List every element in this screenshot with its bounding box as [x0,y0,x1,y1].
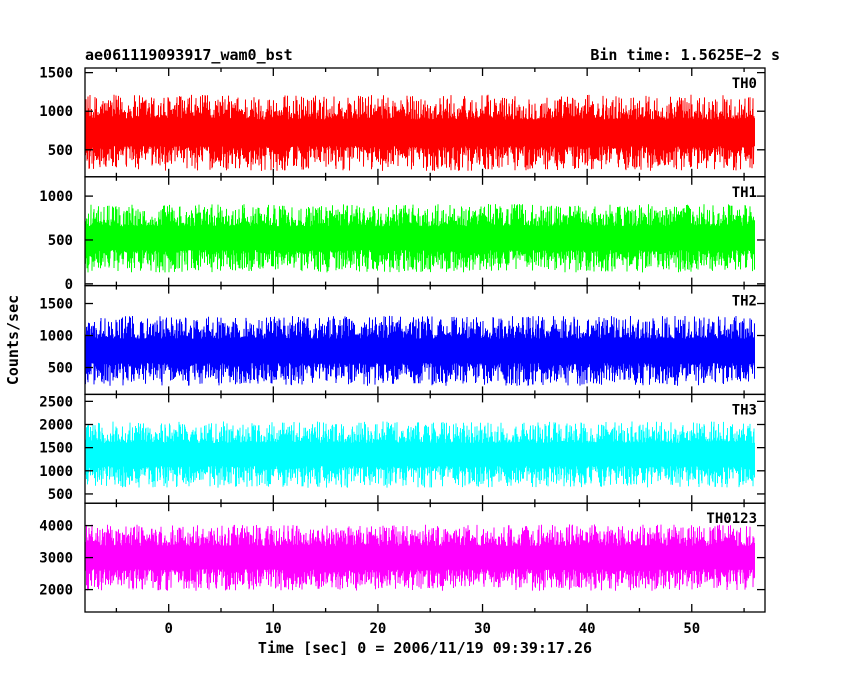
x-tick-label: 0 [164,621,172,637]
panel-label: TH0123 [706,511,757,527]
y-tick-label: 500 [48,233,73,249]
y-tick-label: 1000 [39,329,73,345]
bin-time-label: Bin time: 1.5625E−2 s [590,46,780,64]
series-line-th2 [85,315,755,386]
panel-label: TH0 [732,76,757,92]
y-tick-label: 1500 [39,66,73,82]
panel-th1: 0 500 1000 TH1 [39,176,766,293]
y-tick-label: 1500 [39,297,73,313]
panel-th3: 500 1000 1500 2000 2500 TH3 [39,393,766,504]
y-tick-label: 0 [65,277,73,293]
x-tick-label: 30 [474,621,491,637]
x-tick-label: 40 [579,621,596,637]
y-tick-label: 3000 [39,551,73,567]
series-line-th3 [85,421,755,488]
y-tick-label: 1000 [39,104,73,120]
y-axis-label: Counts/sec [4,295,22,385]
series-line-th0 [85,94,755,171]
series-line-th0123 [85,524,755,591]
chart-title: ae061119093917_wam0_bst [85,46,293,64]
y-tick-label: 2000 [39,417,73,433]
y-tick-label: 2000 [39,583,73,599]
panel-th2: 500 1000 1500 TH2 [39,284,766,396]
x-tick-label: 10 [265,621,282,637]
y-tick-label: 500 [48,487,73,503]
panel-th0123: 2000 3000 4000 TH0123 [39,502,766,613]
panel-label: TH2 [732,294,757,310]
y-tick-label: 2500 [39,394,73,410]
y-tick-label: 4000 [39,519,73,535]
series-line-th1 [85,203,755,273]
y-tick-label: 1500 [39,441,73,457]
x-tick-label: 20 [369,621,386,637]
x-tick-label: 50 [683,621,700,637]
y-tick-label: 500 [48,143,73,159]
y-tick-label: 1000 [39,189,73,205]
panel-th0: 500 1000 1500 TH0 [39,66,766,178]
panel-label: TH1 [732,185,757,201]
y-tick-label: 1000 [39,464,73,480]
panel-label: TH3 [732,402,757,418]
x-axis-label: Time [sec] 0 = 2006/11/19 09:39:17.26 [258,639,592,657]
y-tick-label: 500 [48,361,73,377]
